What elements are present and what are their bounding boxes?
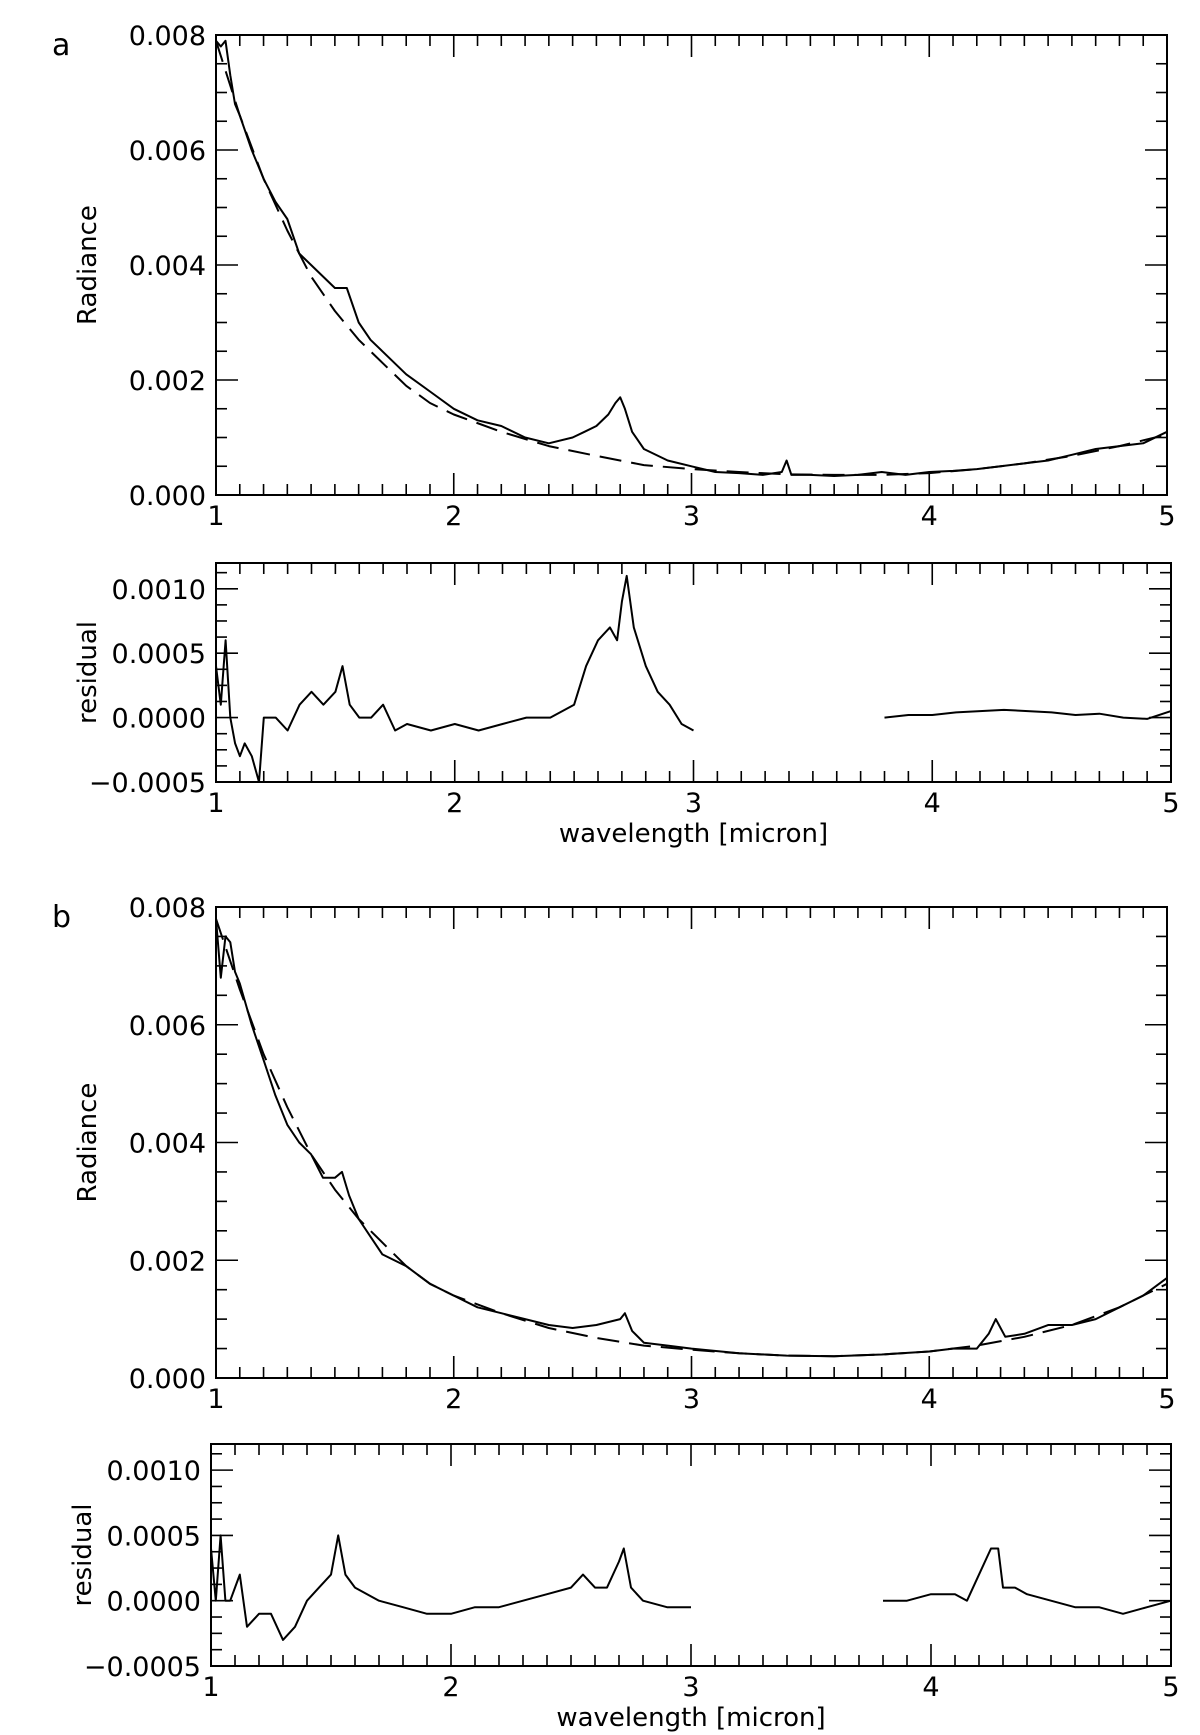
spectrum-line-0 (215, 574, 694, 783)
x-tick-label: 2 (445, 1384, 462, 1415)
x-tick-label: 3 (683, 501, 700, 532)
y-axis-label: residual (68, 1503, 98, 1606)
y-tick-label: 0.000 (129, 481, 206, 512)
y-tick-label: 0.0005 (112, 639, 206, 670)
x-axis-label: wavelength [micron] (556, 1703, 825, 1733)
panel-a-radiance: 1 2 3 4 5 0.000 0.002 0.004 0.006 0.008 Radiance a (52, 21, 1176, 532)
x-tick-label: 1 (207, 788, 224, 819)
panel-b-radiance: 1 2 3 4 5 0.000 0.002 0.004 0.006 0.008 Radiance b (52, 893, 1176, 1415)
panel-a-residual: 1 2 3 4 5 −0.0005 0.0000 0.0005 0.0010 residual wa… (73, 562, 1180, 849)
y-axis-label: Radiance (73, 205, 103, 325)
x-tick-label: 3 (685, 788, 702, 819)
y-tick-label: −0.0005 (84, 1652, 201, 1683)
x-tick-label: 4 (921, 501, 938, 532)
y-tick-label: 0.0000 (112, 704, 206, 735)
x-tick-label: 2 (446, 788, 463, 819)
spectrum-line-0 (215, 918, 1168, 1358)
model-curve-line-1 (215, 918, 1168, 1358)
panel-label: b (52, 900, 71, 935)
x-axis-label: wavelength [micron] (559, 819, 828, 849)
x-tick-label: 2 (442, 1672, 459, 1703)
y-tick-label: 0.0000 (107, 1587, 201, 1618)
x-tick-label: 2 (445, 501, 462, 532)
y-tick-label: 0.002 (129, 366, 206, 397)
y-axis-label: residual (73, 621, 103, 724)
x-tick-label: 3 (683, 1384, 700, 1415)
y-tick-label: 0.006 (129, 1011, 206, 1042)
x-tick-label: 1 (207, 501, 224, 532)
y-tick-label: 0.006 (129, 136, 206, 167)
x-tick-label: 4 (921, 1384, 938, 1415)
y-axis-label: Radiance (73, 1083, 103, 1203)
panel-b-residual: 1 2 3 4 5 −0.0005 0.0000 0.0005 0.0010 residual wa… (68, 1443, 1180, 1733)
spectrum-line-0 (215, 39, 1168, 477)
x-tick-label: 5 (1162, 788, 1179, 819)
spectrum-line-0 (210, 1534, 691, 1641)
y-tick-label: 0.008 (129, 893, 206, 924)
y-tick-label: −0.0005 (89, 768, 206, 799)
x-tick-label: 4 (922, 1672, 939, 1703)
panel-label: a (52, 28, 70, 63)
model-curve-line-1 (215, 40, 1168, 476)
y-tick-label: 0.0010 (107, 1456, 201, 1487)
x-tick-label: 4 (924, 788, 941, 819)
y-tick-label: 0.002 (129, 1246, 206, 1277)
y-tick-label: 0.0005 (107, 1521, 201, 1552)
y-tick-label: 0.004 (129, 251, 206, 282)
y-tick-label: 0.004 (129, 1129, 206, 1160)
x-tick-label: 1 (207, 1384, 224, 1415)
x-tick-label: 1 (202, 1672, 219, 1703)
x-tick-label: 3 (682, 1672, 699, 1703)
x-tick-label: 5 (1158, 1384, 1175, 1415)
y-tick-label: 0.000 (129, 1364, 206, 1395)
y-tick-label: 0.0010 (112, 575, 206, 606)
spectrum-line-1 (884, 708, 1172, 720)
x-tick-label: 5 (1162, 1672, 1179, 1703)
spectrum-line-1 (883, 1547, 1172, 1615)
y-tick-label: 0.008 (129, 21, 206, 52)
x-tick-label: 5 (1158, 501, 1175, 532)
